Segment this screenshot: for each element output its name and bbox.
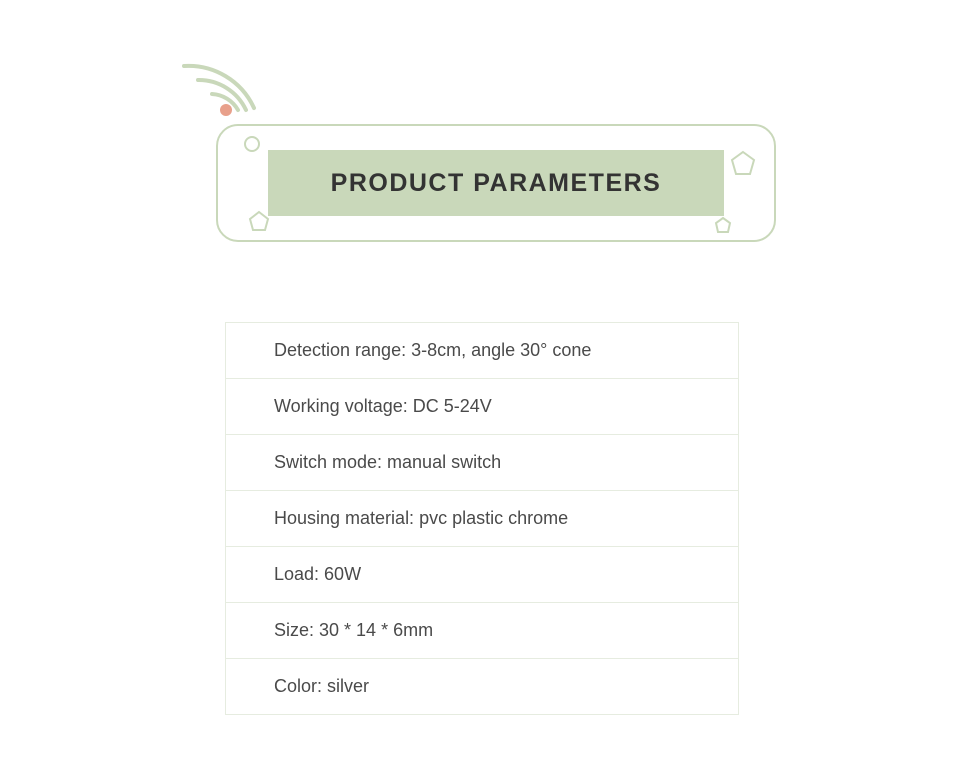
- table-row: Size: 30 * 14 * 6mm: [226, 603, 739, 659]
- signal-dot-icon: [220, 104, 232, 116]
- deco-pentagon-icon: [714, 216, 732, 234]
- param-cell: Size: 30 * 14 * 6mm: [226, 603, 739, 659]
- header-panel: PRODUCT PARAMETERS: [216, 124, 776, 242]
- param-cell: Detection range: 3-8cm, angle 30° cone: [226, 323, 739, 379]
- param-cell: Working voltage: DC 5-24V: [226, 379, 739, 435]
- deco-pentagon-icon: [248, 210, 270, 232]
- signal-arcs: [184, 66, 254, 110]
- parameters-table: Detection range: 3-8cm, angle 30° cone W…: [225, 322, 739, 715]
- param-cell: Load: 60W: [226, 547, 739, 603]
- table-row: Working voltage: DC 5-24V: [226, 379, 739, 435]
- param-cell: Housing material: pvc plastic chrome: [226, 491, 739, 547]
- parameters-tbody: Detection range: 3-8cm, angle 30° cone W…: [226, 323, 739, 715]
- deco-pentagon-icon: [730, 150, 756, 176]
- table-row: Load: 60W: [226, 547, 739, 603]
- table-row: Color: silver: [226, 659, 739, 715]
- deco-circle-icon: [242, 134, 262, 154]
- signal-icon: [172, 48, 262, 128]
- header-title: PRODUCT PARAMETERS: [331, 169, 662, 198]
- table-row: Switch mode: manual switch: [226, 435, 739, 491]
- header-banner: PRODUCT PARAMETERS: [268, 150, 724, 216]
- table-row: Housing material: pvc plastic chrome: [226, 491, 739, 547]
- param-cell: Switch mode: manual switch: [226, 435, 739, 491]
- table-row: Detection range: 3-8cm, angle 30° cone: [226, 323, 739, 379]
- param-cell: Color: silver: [226, 659, 739, 715]
